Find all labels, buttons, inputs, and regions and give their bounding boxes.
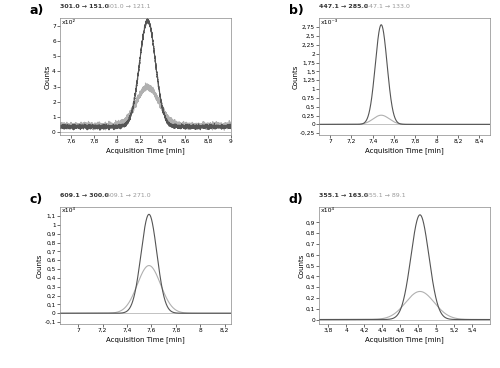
Text: , 301.0 → 121.1: , 301.0 → 121.1 bbox=[100, 4, 150, 9]
X-axis label: Acquisition Time [min]: Acquisition Time [min] bbox=[106, 147, 184, 154]
Text: 447.1 → 285.0: 447.1 → 285.0 bbox=[320, 4, 368, 9]
Text: c): c) bbox=[30, 193, 43, 206]
Text: , 609.1 → 271.0: , 609.1 → 271.0 bbox=[100, 193, 150, 198]
Text: x10⁻³: x10⁻³ bbox=[321, 20, 338, 25]
Text: 355.1 → 163.0: 355.1 → 163.0 bbox=[320, 193, 368, 198]
Text: b): b) bbox=[288, 4, 304, 17]
Text: , 447.1 → 133.0: , 447.1 → 133.0 bbox=[360, 4, 410, 9]
Y-axis label: Counts: Counts bbox=[298, 253, 304, 278]
Y-axis label: Counts: Counts bbox=[44, 64, 51, 89]
Text: 301.0 → 151.0: 301.0 → 151.0 bbox=[60, 4, 109, 9]
X-axis label: Acquisition Time [min]: Acquisition Time [min] bbox=[106, 336, 184, 343]
Text: x10⁴: x10⁴ bbox=[62, 208, 76, 213]
Text: 609.1 → 300.0: 609.1 → 300.0 bbox=[60, 193, 109, 198]
Text: x10⁴: x10⁴ bbox=[321, 208, 335, 213]
Text: a): a) bbox=[30, 4, 44, 17]
Text: x10²: x10² bbox=[62, 20, 76, 25]
X-axis label: Acquisition Time [min]: Acquisition Time [min] bbox=[366, 336, 444, 343]
Text: , 355.1 → 89.1: , 355.1 → 89.1 bbox=[360, 193, 406, 198]
Y-axis label: Counts: Counts bbox=[37, 253, 43, 278]
X-axis label: Acquisition Time [min]: Acquisition Time [min] bbox=[366, 147, 444, 154]
Y-axis label: Counts: Counts bbox=[292, 64, 298, 89]
Text: d): d) bbox=[288, 193, 304, 206]
